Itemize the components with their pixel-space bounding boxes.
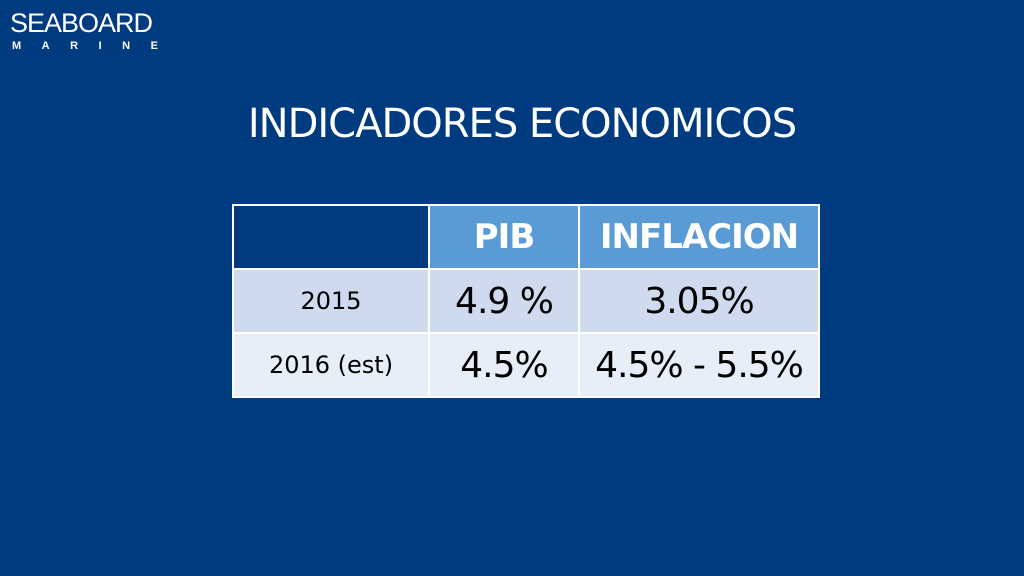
economic-indicators-table: PIB INFLACION 2015 4.9 % 3.05% 2016 (est… <box>232 204 820 398</box>
logo-subname-letter: N <box>122 40 131 52</box>
table-row: 2015 4.9 % 3.05% <box>232 268 820 334</box>
table-row: 2016 (est) 4.5% 4.5% - 5.5% <box>232 332 820 398</box>
logo-subname-letter: R <box>70 40 79 52</box>
logo-wordmark: SEABOARD <box>10 8 153 38</box>
seaboard-marine-logo: SEABOARD M A R I N E <box>10 8 160 54</box>
logo-subname: M A R I N E <box>12 39 158 53</box>
row-pib-value: 4.9 % <box>428 268 580 334</box>
logo-subname-letter: A <box>41 40 50 52</box>
header-pib: PIB <box>428 204 580 270</box>
row-year: 2016 (est) <box>232 332 430 398</box>
table-header-row: PIB INFLACION <box>232 204 820 270</box>
row-pib-value: 4.5% <box>428 332 580 398</box>
row-inflacion-value: 3.05% <box>578 268 820 334</box>
table-corner-cell <box>232 204 430 270</box>
logo-subname-letter: I <box>98 40 102 52</box>
logo-subname-letter: E <box>150 40 158 52</box>
slide-title: INDICADORES ECONOMICOS <box>247 101 797 147</box>
header-inflacion: INFLACION <box>578 204 820 270</box>
logo-subname-letter: M <box>12 40 22 52</box>
row-year: 2015 <box>232 268 430 334</box>
row-inflacion-value: 4.5% - 5.5% <box>578 332 820 398</box>
